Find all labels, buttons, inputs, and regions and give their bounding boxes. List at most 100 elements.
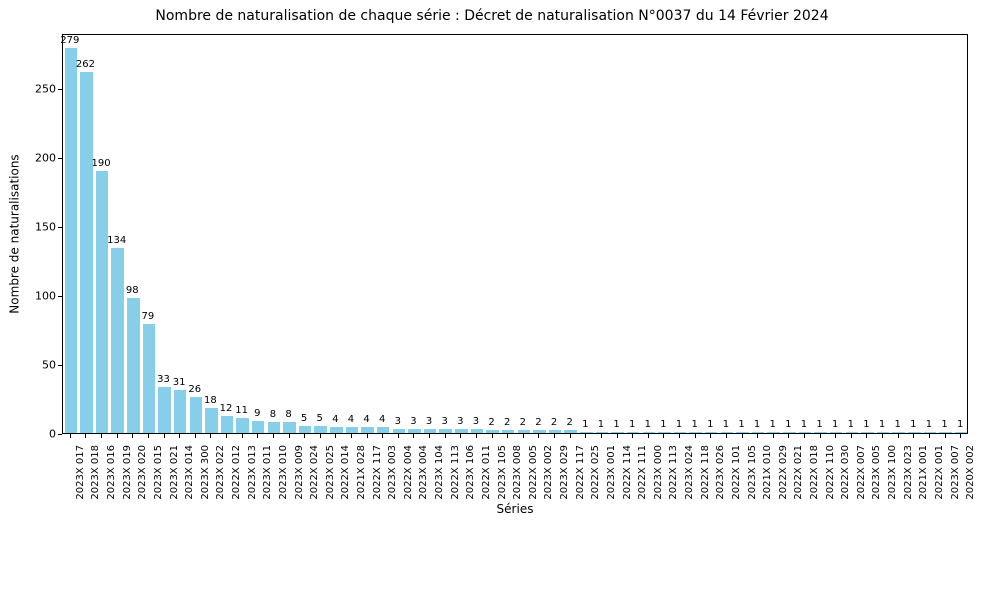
bar-value: 1 xyxy=(582,419,588,430)
bar xyxy=(330,427,342,433)
y-tick-label: 100 xyxy=(35,290,56,303)
bar xyxy=(111,248,123,433)
bar-value: 1 xyxy=(895,419,901,430)
x-tick-mark xyxy=(945,434,946,438)
x-tick-label: 2022X 024 xyxy=(309,445,320,505)
x-tick-mark xyxy=(476,434,477,438)
bar-value: 1 xyxy=(645,419,651,430)
bar xyxy=(65,48,77,433)
bar-value: 5 xyxy=(317,413,323,424)
bar xyxy=(439,429,451,433)
x-tick-mark xyxy=(382,434,383,438)
bar xyxy=(361,427,373,433)
bar-value: 2 xyxy=(488,417,494,428)
bar xyxy=(158,387,170,433)
x-tick-mark xyxy=(367,434,368,438)
x-tick-mark xyxy=(335,434,336,438)
x-tick-label: 2023X 025 xyxy=(325,445,336,505)
bar-value: 33 xyxy=(157,374,170,385)
bar xyxy=(377,427,389,433)
x-tick-label: 2022X 014 xyxy=(340,445,351,505)
y-tick-mark xyxy=(58,434,62,435)
x-tick-mark xyxy=(866,434,867,438)
x-tick-label: 2023X 018 xyxy=(90,445,101,505)
x-tick-mark xyxy=(648,434,649,438)
bar xyxy=(314,426,326,433)
x-tick-mark xyxy=(726,434,727,438)
bar-value: 1 xyxy=(613,419,619,430)
bar xyxy=(892,432,904,433)
bar-value: 11 xyxy=(235,405,248,416)
x-tick-label: 2023X 020 xyxy=(137,445,148,505)
x-tick-mark xyxy=(257,434,258,438)
x-tick-label: 2023X 013 xyxy=(247,445,258,505)
bar-value: 2 xyxy=(535,417,541,428)
x-tick-label: 2022X 101 xyxy=(731,445,742,505)
bar-value: 1 xyxy=(738,419,744,430)
x-tick-label: 2022X 005 xyxy=(528,445,539,505)
x-tick-mark xyxy=(148,434,149,438)
bar-value: 134 xyxy=(107,235,126,246)
x-tick-label: 2022X 113 xyxy=(450,445,461,505)
x-tick-label: 2022X 117 xyxy=(575,445,586,505)
x-tick-mark xyxy=(742,434,743,438)
bar xyxy=(221,416,233,433)
x-tick-mark xyxy=(210,434,211,438)
bar-value: 1 xyxy=(816,419,822,430)
bar xyxy=(955,432,967,433)
x-tick-mark xyxy=(804,434,805,438)
chart-title: Nombre de naturalisation de chaque série… xyxy=(0,8,984,24)
x-tick-label: 2022X 114 xyxy=(622,445,633,505)
bar xyxy=(752,432,764,433)
x-tick-label: 2023X 104 xyxy=(434,445,445,505)
bar-value: 3 xyxy=(410,416,416,427)
x-tick-mark xyxy=(523,434,524,438)
x-tick-label: 2020X 002 xyxy=(965,445,976,505)
x-tick-mark xyxy=(554,434,555,438)
bar-value: 4 xyxy=(348,414,354,425)
bar-value: 4 xyxy=(379,414,385,425)
x-tick-mark xyxy=(117,434,118,438)
x-tick-label: 2022X 118 xyxy=(700,445,711,505)
bar-value: 18 xyxy=(204,395,217,406)
x-tick-label: 2023X 009 xyxy=(294,445,305,505)
bar xyxy=(830,432,842,433)
x-tick-label: 2023X 005 xyxy=(871,445,882,505)
bar-value: 2 xyxy=(504,417,510,428)
x-tick-label: 2023X 016 xyxy=(106,445,117,505)
bar-value: 1 xyxy=(629,419,635,430)
bar-value: 1 xyxy=(754,419,760,430)
bar-value: 3 xyxy=(457,416,463,427)
bar xyxy=(689,432,701,433)
x-tick-label: 2023X 008 xyxy=(512,445,523,505)
bar xyxy=(502,430,514,433)
bar-value: 1 xyxy=(879,419,885,430)
bar-value: 1 xyxy=(707,419,713,430)
bar xyxy=(611,432,623,433)
x-tick-mark xyxy=(398,434,399,438)
bar xyxy=(908,432,920,433)
y-axis-label-text: Nombre de naturalisations xyxy=(8,154,22,313)
bar xyxy=(80,72,92,433)
bar-value: 1 xyxy=(691,419,697,430)
bar-value: 1 xyxy=(785,419,791,430)
bar-value: 2 xyxy=(551,417,557,428)
x-tick-mark xyxy=(851,434,852,438)
x-tick-mark xyxy=(164,434,165,438)
x-tick-mark xyxy=(710,434,711,438)
x-tick-label: 2022X 117 xyxy=(372,445,383,505)
x-tick-mark xyxy=(289,434,290,438)
bar-value: 1 xyxy=(676,419,682,430)
bar-value: 3 xyxy=(426,416,432,427)
x-tick-mark xyxy=(695,434,696,438)
x-tick-label: 2022X 029 xyxy=(778,445,789,505)
y-tick-label: 50 xyxy=(42,359,56,372)
bar xyxy=(96,171,108,433)
bar xyxy=(346,427,358,433)
bar-value: 26 xyxy=(188,384,201,395)
x-tick-mark xyxy=(492,434,493,438)
bar-value: 31 xyxy=(173,377,186,388)
bar xyxy=(549,430,561,433)
x-tick-mark xyxy=(585,434,586,438)
bar xyxy=(174,390,186,433)
